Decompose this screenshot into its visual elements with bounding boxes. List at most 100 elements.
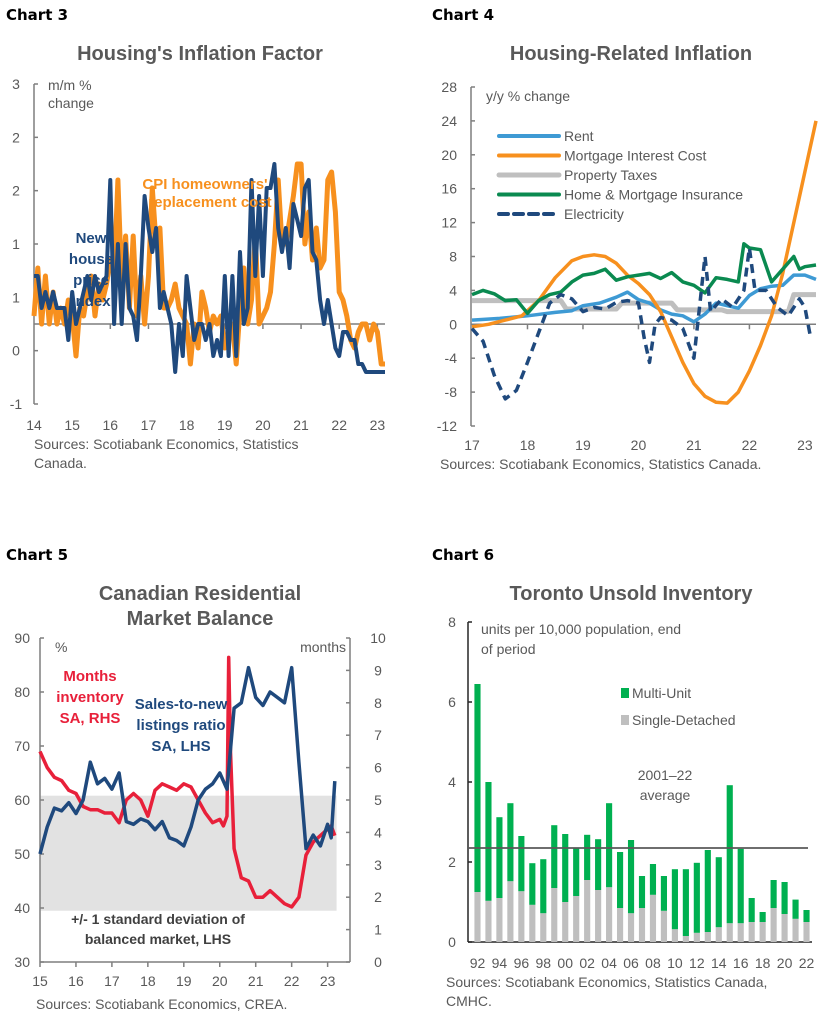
right-y-tick-label: 9 bbox=[374, 662, 382, 678]
annotation-cpi-line-1: CPI homeowners' bbox=[142, 176, 267, 193]
bar-single-detached-96 bbox=[518, 891, 525, 942]
right-y-tick-label: 4 bbox=[374, 824, 382, 840]
right-y-tick-label: 6 bbox=[374, 760, 382, 776]
chart-6-label: Chart 6 bbox=[432, 546, 495, 564]
annotation-nhpi-line-4: index bbox=[71, 293, 111, 310]
bar-multi-unit-08 bbox=[649, 864, 657, 895]
left-y-tick-label: 80 bbox=[14, 684, 30, 700]
y-tick-label: 8 bbox=[448, 614, 456, 630]
annotation-months-inventory-line-1: Months bbox=[63, 668, 116, 685]
left-y-tick-label: 40 bbox=[14, 900, 30, 916]
left-y-tick-label: 60 bbox=[14, 792, 30, 808]
bar-multi-unit-02 bbox=[584, 834, 591, 880]
series-line-home-mortgage-insurance bbox=[471, 242, 817, 316]
bar-multi-unit-95 bbox=[507, 803, 514, 882]
x-tick-label: 16 bbox=[733, 955, 749, 971]
bar-multi-unit-10 bbox=[671, 869, 678, 930]
left-axis-unit: % bbox=[55, 639, 67, 655]
y-tick-label: 28 bbox=[441, 79, 457, 95]
bar-multi-unit-92 bbox=[474, 684, 481, 892]
y-tick-label: -8 bbox=[445, 384, 458, 400]
x-tick-label: 15 bbox=[32, 973, 48, 989]
bar-single-detached-17 bbox=[748, 922, 755, 942]
source-line-2: Canada. bbox=[34, 455, 87, 471]
chart-3-title: Housing's Inflation Factor bbox=[77, 43, 323, 65]
legend-label-electricity: Electricity bbox=[564, 206, 624, 222]
bar-multi-unit-03 bbox=[595, 839, 602, 890]
chart-4-plot: 28 24 20 16 12 8 4 0 -4 -8 -12 17 18 19 20 21 22 23 y/y % … bbox=[437, 79, 818, 472]
right-y-tick-label: 8 bbox=[374, 695, 382, 711]
x-tick-label: 15 bbox=[64, 417, 80, 433]
bar-multi-unit-20 bbox=[781, 882, 788, 914]
chart-4-label: Chart 4 bbox=[432, 6, 495, 24]
annotation-months-inventory-line-2: inventory bbox=[56, 689, 124, 706]
annotation-months-inventory-line-3: SA, RHS bbox=[60, 710, 121, 727]
legend-label-multi-unit: Multi-Unit bbox=[632, 685, 691, 701]
chart-6-panel: Toronto Unsold Inventory 8 6 4 2 0 92 94 96 98 00… bbox=[414, 572, 828, 1023]
y-tick-label: 0 bbox=[12, 343, 20, 359]
y-tick-label: 3 bbox=[12, 76, 20, 92]
x-tick-label: 23 bbox=[797, 437, 813, 453]
series-line-property-taxes bbox=[472, 292, 816, 315]
x-tick-label: 21 bbox=[293, 417, 309, 433]
source-line-2: CMHC. bbox=[446, 993, 492, 1009]
source-line-1: Sources: Scotiabank Economics, Statistic… bbox=[446, 974, 767, 990]
average-label-line-2: average bbox=[640, 787, 691, 803]
bar-single-detached-01 bbox=[573, 896, 580, 942]
chart-5-panel: Canadian Residential Market Balance 90 80… bbox=[0, 572, 400, 1023]
bar-multi-unit-19 bbox=[770, 880, 777, 908]
bar-multi-unit-15 bbox=[726, 785, 733, 924]
series-line-sales-to-new-listings bbox=[38, 665, 337, 855]
series-line-mortgage-interest-cost bbox=[471, 120, 818, 405]
bar-multi-unit-06 bbox=[627, 840, 635, 914]
x-tick-label: 20 bbox=[212, 973, 228, 989]
bar-multi-unit-14 bbox=[715, 857, 722, 928]
bar-single-detached-20 bbox=[781, 914, 788, 942]
bar-multi-unit-12 bbox=[693, 862, 700, 933]
y-tick-label: 2 bbox=[12, 129, 20, 145]
annotation-sales-ratio-line-2: listings ratio bbox=[136, 717, 225, 734]
right-y-tick-label: 7 bbox=[374, 727, 382, 743]
bar-multi-unit-93 bbox=[485, 782, 492, 901]
y-tick-label: 24 bbox=[441, 113, 457, 129]
y-tick-label: -4 bbox=[445, 350, 458, 366]
x-tick-label: 22 bbox=[742, 437, 758, 453]
bar-single-detached-10 bbox=[671, 929, 678, 942]
x-tick-label: 14 bbox=[26, 417, 42, 433]
annotation-nhpi-line-3: price bbox=[73, 272, 109, 289]
x-tick-label: 98 bbox=[536, 955, 552, 971]
series-line-rent bbox=[471, 273, 817, 324]
bar-multi-unit-97 bbox=[529, 863, 536, 905]
bar-single-detached-13 bbox=[704, 932, 711, 942]
chart-3-panel: Housing's Inflation Factor 3 2 2 1 1 0 -1 14 15 1… bbox=[0, 32, 400, 492]
chart-5-title-line-1: Canadian Residential bbox=[98, 583, 302, 605]
bar-single-detached-16 bbox=[737, 923, 744, 942]
y-tick-label: 16 bbox=[441, 181, 457, 197]
x-tick-label: 04 bbox=[601, 955, 617, 971]
legend-swatch-multi-unit bbox=[621, 688, 629, 698]
bar-single-detached-00 bbox=[562, 902, 569, 942]
right-axis-unit: months bbox=[300, 639, 346, 655]
bar-single-detached-97 bbox=[529, 904, 536, 942]
right-y-tick-label: 1 bbox=[374, 922, 382, 938]
x-tick-label: 18 bbox=[520, 437, 536, 453]
bar-single-detached-14 bbox=[715, 927, 722, 942]
bar-multi-unit-22 bbox=[803, 910, 810, 922]
x-tick-label: 96 bbox=[514, 955, 530, 971]
bar-single-detached-09 bbox=[660, 910, 668, 942]
x-tick-label: 00 bbox=[557, 955, 573, 971]
x-tick-label: 18 bbox=[140, 973, 156, 989]
y-axis-unit-line-1: units per 10,000 population, end bbox=[481, 621, 681, 637]
bar-single-detached-21 bbox=[792, 918, 799, 942]
average-label-line-1: 2001–22 bbox=[638, 767, 693, 783]
bar-single-detached-94 bbox=[496, 898, 503, 942]
x-tick-label: 23 bbox=[320, 973, 336, 989]
bar-multi-unit-21 bbox=[792, 899, 799, 919]
bar-multi-unit-99 bbox=[551, 825, 558, 888]
legend-label-home-mortgage-insurance: Home & Mortgage Insurance bbox=[564, 187, 743, 203]
annotation-nhpi-line-1: New bbox=[76, 230, 107, 247]
right-y-tick-label: 0 bbox=[374, 954, 382, 970]
x-tick-label: 94 bbox=[492, 955, 508, 971]
bar-multi-unit-96 bbox=[518, 836, 525, 892]
